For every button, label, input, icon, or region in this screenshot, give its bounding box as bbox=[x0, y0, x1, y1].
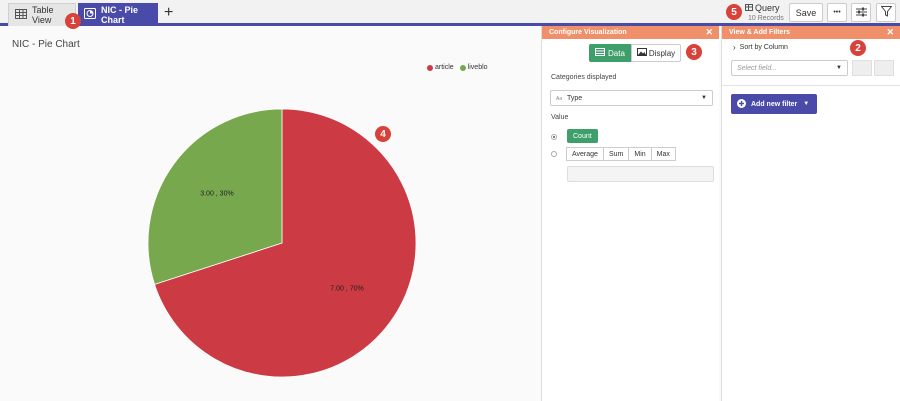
legend-item-liveblo[interactable]: liveblo bbox=[459, 64, 488, 71]
chart-area: NIC - Pie Chart article liveblo 7.00 , 7… bbox=[0, 29, 540, 401]
records-count: 10 Records bbox=[748, 15, 784, 22]
value-field-select[interactable] bbox=[567, 166, 714, 182]
max-button[interactable]: Max bbox=[650, 147, 676, 161]
count-button[interactable]: Count bbox=[567, 129, 598, 143]
pie-data-label-article: 7.00 , 70% bbox=[330, 285, 363, 292]
legend-label-liveblo: liveblo bbox=[467, 64, 488, 71]
more-options-button[interactable]: ••• bbox=[827, 3, 847, 22]
close-icon[interactable]: ✕ bbox=[705, 27, 713, 37]
aggregate-radio[interactable] bbox=[551, 151, 557, 157]
chart-title: NIC - Pie Chart bbox=[12, 39, 80, 50]
configure-visualization-panel: Configure Visualization ✕ Data Display 3… bbox=[541, 26, 719, 401]
filter-button[interactable] bbox=[876, 3, 896, 22]
sum-button[interactable]: Sum bbox=[602, 147, 630, 161]
legend-item-article[interactable]: article bbox=[427, 64, 454, 71]
chart-legend: article liveblo bbox=[427, 64, 488, 71]
categories-label: Categories displayed bbox=[551, 74, 617, 81]
tab-table-view-label: Table View bbox=[32, 5, 54, 25]
chevron-right-icon: › bbox=[733, 43, 736, 52]
image-icon bbox=[636, 48, 647, 58]
annotation-badge-5: 5 bbox=[726, 4, 742, 20]
text-type-icon: Aa bbox=[556, 95, 563, 102]
configure-panel-title: Configure Visualization bbox=[549, 29, 627, 36]
view-add-filters-panel: View & Add Filters ✕ › Sort by Column 2 … bbox=[721, 26, 900, 401]
data-table-icon bbox=[595, 48, 605, 58]
configure-panel-header: Configure Visualization ✕ bbox=[542, 26, 719, 39]
tab-pie-chart[interactable]: NIC - Pie Chart bbox=[78, 3, 158, 26]
data-tab-label: Data bbox=[608, 48, 625, 58]
query-table-icon bbox=[745, 4, 753, 13]
min-button[interactable]: Min bbox=[628, 147, 652, 161]
data-tab-button[interactable]: Data bbox=[589, 44, 631, 62]
sort-by-column-label: Sort by Column bbox=[739, 44, 788, 51]
pie-chart: 7.00 , 70% 3.00 , 30% bbox=[147, 108, 417, 378]
value-label: Value bbox=[551, 114, 569, 121]
caret-down-icon: ▼ bbox=[836, 65, 842, 71]
legend-swatch-liveblo bbox=[459, 64, 466, 71]
annotation-badge-3: 3 bbox=[686, 44, 702, 60]
category-type-select[interactable]: Aa Type ▼ bbox=[550, 90, 713, 106]
annotation-badge-4: 4 bbox=[375, 126, 391, 142]
filters-panel-title: View & Add Filters bbox=[729, 29, 791, 36]
data-display-toggle: Data Display bbox=[589, 44, 682, 62]
filters-panel-header: View & Add Filters ✕ bbox=[722, 26, 900, 39]
tab-pie-chart-label: NIC - Pie Chart bbox=[101, 4, 139, 25]
legend-label-article: article bbox=[435, 64, 454, 71]
table-icon bbox=[15, 9, 27, 21]
category-type-value: Type bbox=[566, 94, 583, 102]
annotation-badge-2: 2 bbox=[850, 40, 866, 56]
settings-sliders-button[interactable] bbox=[851, 3, 871, 22]
add-new-filter-label: Add new filter bbox=[751, 100, 798, 108]
close-icon[interactable]: ✕ bbox=[886, 27, 894, 37]
pie-slice-article[interactable] bbox=[154, 108, 417, 378]
sort-by-column-toggle[interactable]: › Sort by Column bbox=[733, 43, 788, 52]
add-new-filter-button[interactable]: Add new filter ▼ bbox=[731, 94, 817, 114]
add-tab-button[interactable]: + bbox=[164, 4, 174, 21]
legend-swatch-article bbox=[427, 64, 433, 71]
aggregate-group: Average Sum Min Max bbox=[566, 147, 676, 161]
sort-field-placeholder: Select field... bbox=[737, 64, 778, 72]
display-tab-button[interactable]: Display bbox=[630, 44, 682, 62]
sort-descending-button[interactable] bbox=[874, 60, 894, 76]
pie-slice-liveblo[interactable] bbox=[147, 108, 283, 285]
query-info[interactable]: Query 10 Records bbox=[745, 4, 784, 23]
caret-down-icon: ▼ bbox=[803, 101, 810, 107]
plus-circle-icon bbox=[737, 98, 746, 110]
divider bbox=[722, 85, 900, 86]
top-bar: Table View NIC - Pie Chart + Query 10 Re… bbox=[0, 0, 900, 29]
annotation-badge-1: 1 bbox=[65, 13, 81, 29]
display-tab-label: Display bbox=[648, 48, 676, 58]
filter-icon bbox=[879, 6, 893, 19]
caret-down-icon: ▼ bbox=[701, 95, 707, 101]
count-radio[interactable] bbox=[551, 134, 557, 140]
sort-ascending-button[interactable] bbox=[852, 60, 872, 76]
sort-field-select[interactable]: Select field... ▼ bbox=[731, 60, 848, 76]
average-button[interactable]: Average bbox=[566, 147, 604, 161]
save-button[interactable]: Save bbox=[789, 3, 823, 22]
sliders-icon bbox=[855, 7, 867, 19]
query-label: Query bbox=[755, 3, 780, 13]
pie-chart-icon bbox=[84, 8, 96, 21]
pie-data-label-liveblo: 3.00 , 30% bbox=[200, 191, 233, 198]
